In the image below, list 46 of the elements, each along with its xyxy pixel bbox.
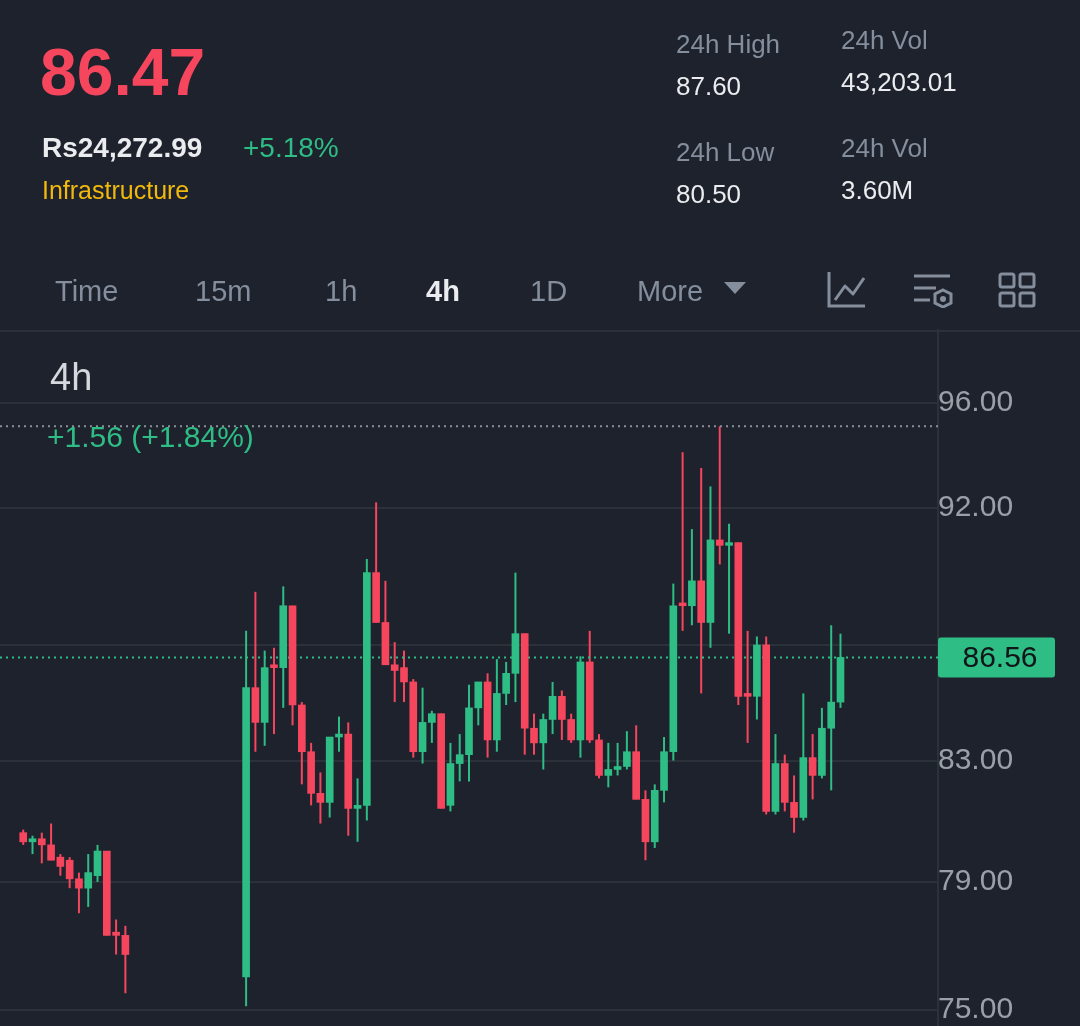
y-tick-label: 83.00: [938, 741, 1014, 775]
candlestick: [808, 733, 817, 801]
text: 80.50: [676, 179, 742, 209]
text: 4h: [50, 356, 93, 398]
candlestick: [121, 924, 130, 995]
y-tick-label: 92.00: [938, 488, 1014, 522]
text: 4h: [426, 274, 460, 307]
y-tick-label: 75.00: [938, 990, 1014, 1024]
text: 3.60M: [841, 175, 914, 205]
candlestick: [84, 853, 93, 908]
text: Infrastructure: [42, 175, 190, 204]
annotation: +1.56 (+1.84%): [47, 420, 254, 453]
candlestick: [270, 646, 278, 736]
candlestick: [316, 771, 325, 825]
text: Time: [55, 274, 119, 307]
text: +5.18%: [243, 132, 339, 163]
text: More: [637, 274, 704, 307]
candlestick: [743, 629, 752, 744]
text: 24h Vol: [841, 133, 928, 163]
candlestick: [37, 831, 46, 865]
candlestick: [548, 680, 557, 736]
candlestick: [28, 834, 37, 856]
text: 24h Vol: [841, 25, 928, 55]
candlestick: [428, 709, 436, 744]
candlestick: [604, 741, 613, 789]
y-tick-label: 96.00: [938, 384, 1014, 418]
candlestick: [75, 871, 83, 915]
text: Rs24,272.99: [42, 132, 203, 163]
candlestick: [47, 822, 55, 862]
text: 86.47: [40, 35, 206, 109]
text: 1h: [325, 274, 358, 307]
candlestick: [353, 777, 362, 843]
candlestick: [56, 853, 65, 877]
text: 43,203.01: [841, 67, 957, 97]
y-tick-label: 79.00: [938, 863, 1014, 897]
text: 24h High: [676, 29, 781, 59]
candlestick: [725, 522, 733, 635]
text: 1D: [530, 274, 568, 307]
text: 87.60: [676, 71, 742, 101]
ref-line-label: 86.56: [962, 639, 1038, 673]
candlestick: [715, 425, 724, 566]
candlestick: [623, 730, 631, 771]
text: 15m: [195, 274, 252, 307]
candlestick: [613, 741, 622, 777]
text: 24h Low: [676, 137, 775, 167]
candlestick: [65, 856, 74, 890]
